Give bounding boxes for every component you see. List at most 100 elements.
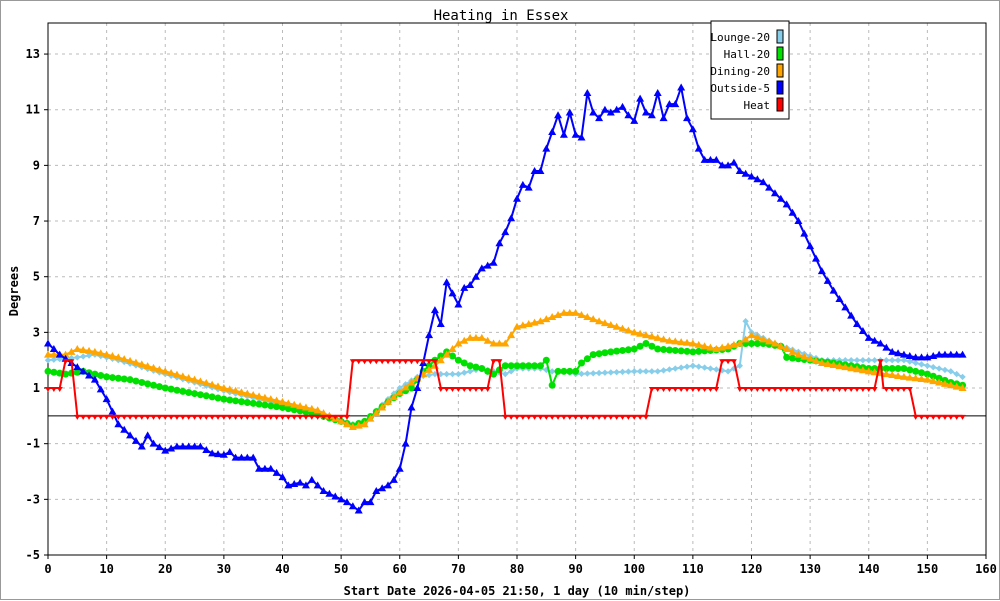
data-point	[923, 375, 932, 383]
data-point	[501, 362, 509, 370]
data-point	[835, 362, 844, 370]
data-point	[578, 414, 585, 420]
series-dining-20	[44, 308, 967, 430]
data-point	[742, 387, 749, 393]
data-point	[894, 356, 902, 364]
data-point	[301, 403, 310, 411]
data-point	[255, 464, 264, 472]
data-point	[50, 387, 57, 393]
data-point	[911, 374, 920, 382]
data-point	[44, 367, 52, 375]
data-point	[249, 453, 258, 461]
data-point	[952, 382, 961, 390]
data-point	[384, 397, 393, 405]
x-tick-label: 150	[917, 562, 939, 576]
data-point	[471, 333, 480, 341]
data-point	[648, 342, 656, 350]
data-point	[467, 387, 474, 393]
data-point	[559, 308, 568, 316]
data-point	[870, 368, 879, 376]
data-point	[266, 395, 275, 403]
data-point	[566, 367, 574, 375]
data-point	[583, 355, 591, 363]
data-point	[899, 372, 908, 380]
data-point	[823, 276, 832, 284]
data-point	[618, 102, 627, 110]
data-point	[495, 239, 504, 247]
data-point	[729, 340, 738, 348]
data-point	[800, 229, 809, 237]
data-point	[549, 414, 556, 420]
y-tick-label: 11	[26, 103, 40, 117]
y-tick-label: 9	[33, 158, 40, 172]
data-point	[483, 261, 492, 269]
legend-swatch	[776, 97, 784, 112]
data-point	[877, 359, 884, 365]
x-tick-label: 100	[623, 562, 645, 576]
data-point	[290, 400, 299, 408]
data-point	[273, 403, 281, 411]
data-point	[67, 347, 76, 355]
data-point	[601, 349, 609, 357]
data-point	[700, 155, 709, 163]
data-point	[531, 362, 539, 370]
data-point	[835, 294, 844, 302]
data-point	[736, 387, 743, 393]
data-point	[765, 183, 774, 191]
data-point	[472, 387, 479, 393]
data-point	[79, 367, 88, 375]
data-point	[490, 359, 497, 365]
x-tick-label: 10	[99, 562, 113, 576]
data-point	[466, 368, 474, 375]
data-point	[168, 414, 175, 420]
data-point	[202, 445, 211, 453]
data-point	[49, 350, 58, 358]
data-point	[630, 116, 639, 124]
data-point	[829, 286, 838, 294]
data-point	[906, 358, 913, 365]
data-point	[332, 414, 339, 420]
data-point	[555, 414, 562, 420]
data-point	[600, 319, 609, 327]
data-point	[443, 370, 450, 378]
data-point	[56, 387, 63, 393]
data-point	[126, 356, 135, 364]
data-point	[776, 342, 785, 350]
data-point	[577, 359, 585, 367]
data-point	[395, 464, 404, 472]
data-point	[85, 346, 94, 354]
data-point	[595, 369, 603, 377]
data-point	[191, 390, 199, 398]
data-point	[91, 370, 99, 378]
data-point	[659, 335, 668, 343]
data-point	[530, 318, 539, 326]
data-point	[718, 343, 727, 351]
data-point	[256, 414, 263, 420]
data-point	[167, 444, 176, 452]
data-point	[61, 350, 70, 358]
data-point	[85, 352, 93, 359]
series-layer	[44, 83, 967, 514]
data-point	[894, 349, 903, 357]
data-point	[713, 366, 720, 373]
legend-label: Dining-20	[710, 65, 770, 78]
data-point	[653, 333, 662, 341]
x-tick-label: 60	[393, 562, 407, 576]
x-tick-label: 120	[741, 562, 763, 576]
y-tick-label: 5	[33, 270, 40, 284]
data-point	[606, 320, 615, 328]
data-point	[782, 200, 791, 208]
data-point	[725, 359, 732, 365]
data-point	[871, 387, 878, 393]
x-tick-label: 20	[158, 562, 172, 576]
data-point	[495, 339, 504, 347]
data-point	[314, 414, 321, 420]
data-point	[437, 387, 444, 393]
data-point	[461, 369, 468, 376]
data-point	[671, 346, 679, 354]
data-point	[219, 384, 228, 392]
data-point	[389, 475, 398, 483]
data-point	[518, 180, 527, 188]
plot-frame	[47, 22, 987, 556]
data-point	[883, 387, 890, 393]
